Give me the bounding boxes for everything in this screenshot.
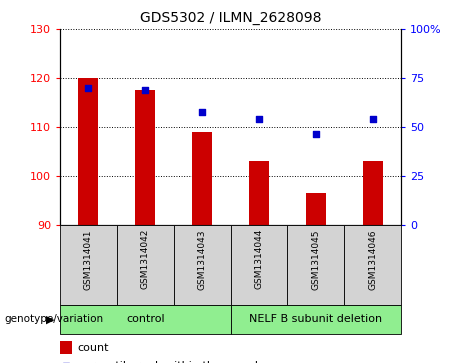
Text: GSM1314046: GSM1314046 [368,229,377,290]
Bar [60,225,117,305]
Bar [192,132,212,225]
Point [312,131,319,137]
Text: GDS5302 / ILMN_2628098: GDS5302 / ILMN_2628098 [140,11,321,25]
Point [142,87,149,93]
Point [255,116,263,122]
Bar [344,225,401,305]
Bar [230,225,287,305]
Text: GSM1314042: GSM1314042 [141,229,150,289]
Text: GSM1314045: GSM1314045 [311,229,320,290]
Text: ▶: ▶ [47,314,55,325]
Text: GSM1314043: GSM1314043 [198,229,207,290]
Bar [174,225,230,305]
Point [369,116,376,122]
Text: GSM1314044: GSM1314044 [254,229,263,289]
Text: percentile rank within the sample: percentile rank within the sample [77,361,265,363]
Text: GSM1314041: GSM1314041 [84,229,93,290]
Text: count: count [77,343,108,353]
Text: NELF B subunit deletion: NELF B subunit deletion [249,314,382,325]
Bar [117,225,174,305]
Bar [230,305,401,334]
Bar [135,90,155,225]
Bar [363,161,383,225]
Bar [60,341,72,354]
Point [198,109,206,115]
Bar [78,78,98,225]
Text: control: control [126,314,165,325]
Bar [287,225,344,305]
Bar [60,305,230,334]
Bar [249,161,269,225]
Text: genotype/variation: genotype/variation [5,314,104,325]
Point [85,85,92,91]
Bar [306,193,326,225]
